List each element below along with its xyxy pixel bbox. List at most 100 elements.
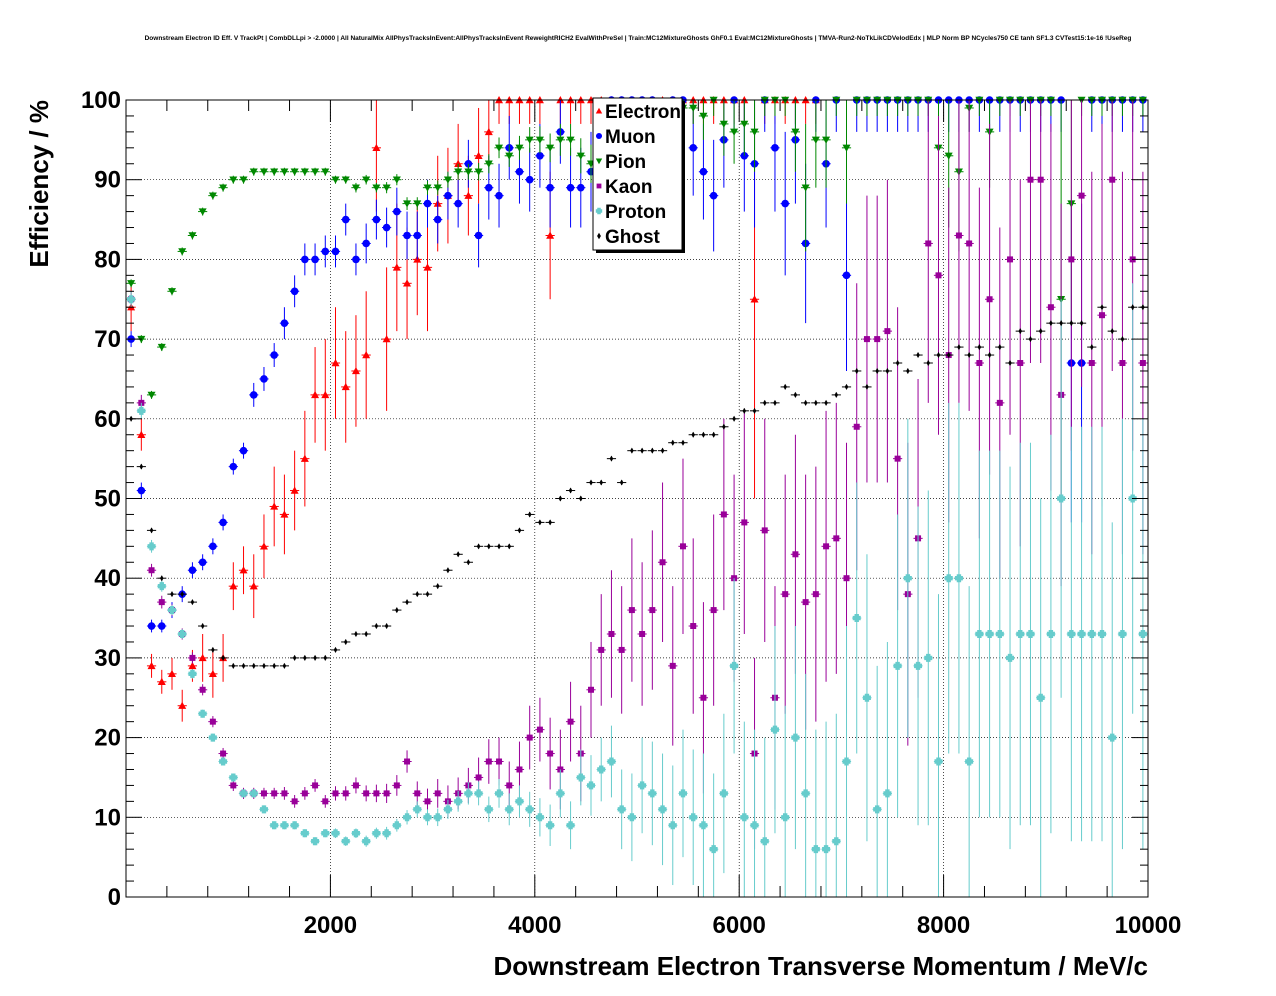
data-point xyxy=(341,837,350,846)
data-point xyxy=(750,128,759,136)
data-point xyxy=(781,813,790,822)
data-point xyxy=(383,790,390,797)
data-point xyxy=(282,662,287,669)
data-point xyxy=(699,112,708,120)
data-point xyxy=(854,367,859,374)
data-point xyxy=(414,790,421,797)
data-point xyxy=(393,207,401,216)
data-point xyxy=(231,662,236,669)
data-point xyxy=(260,375,268,383)
data-point xyxy=(617,805,626,814)
data-point xyxy=(1017,360,1024,367)
data-point xyxy=(873,805,882,814)
data-point xyxy=(249,168,258,176)
data-point xyxy=(300,168,309,176)
data-point xyxy=(180,591,185,598)
data-point xyxy=(1037,176,1044,183)
data-point xyxy=(944,574,953,583)
data-point xyxy=(219,184,228,192)
data-point xyxy=(1089,344,1094,351)
data-point xyxy=(526,734,533,741)
data-point xyxy=(443,805,452,814)
data-point xyxy=(863,336,870,343)
data-point xyxy=(709,191,718,200)
data-point xyxy=(351,366,360,375)
data-point xyxy=(711,431,716,438)
data-point xyxy=(251,662,256,669)
x-axis-label: Downstream Electron Transverse Momentum … xyxy=(493,951,1148,981)
data-point xyxy=(844,383,849,390)
data-point xyxy=(1130,304,1135,311)
data-point xyxy=(1078,192,1085,199)
data-point xyxy=(619,479,624,486)
data-point xyxy=(403,231,411,240)
data-point xyxy=(434,790,441,797)
data-point xyxy=(312,782,319,789)
data-point xyxy=(395,607,399,614)
data-point xyxy=(229,462,238,471)
data-point xyxy=(762,399,767,406)
data-point xyxy=(220,750,227,757)
data-point xyxy=(1119,360,1126,367)
data-point xyxy=(1108,733,1117,742)
data-point xyxy=(188,669,197,678)
data-point xyxy=(487,543,491,550)
series-ghost xyxy=(126,304,1148,669)
data-point xyxy=(1026,629,1035,638)
y-tick-label: 80 xyxy=(94,246,121,273)
data-point xyxy=(576,183,585,192)
data-point xyxy=(862,693,871,702)
data-point xyxy=(1057,494,1066,503)
data-point xyxy=(178,701,187,709)
data-point xyxy=(793,391,798,398)
data-point xyxy=(658,805,667,814)
data-point xyxy=(926,360,931,367)
data-point xyxy=(700,694,707,701)
data-point xyxy=(456,551,460,558)
data-point xyxy=(497,543,501,550)
data-point xyxy=(965,757,974,766)
data-point xyxy=(230,782,237,789)
data-point xyxy=(147,542,156,551)
data-point xyxy=(147,661,156,670)
data-point xyxy=(188,232,197,240)
data-point xyxy=(791,733,800,742)
data-point xyxy=(333,646,338,653)
data-point xyxy=(957,344,961,351)
data-point xyxy=(341,382,350,391)
data-point xyxy=(454,797,463,806)
data-point xyxy=(752,407,757,414)
data-point xyxy=(249,582,258,590)
data-point xyxy=(384,623,389,630)
data-point xyxy=(525,805,534,814)
data-point xyxy=(760,837,769,846)
data-point xyxy=(362,176,371,184)
data-point xyxy=(1067,629,1076,638)
data-point xyxy=(987,352,992,359)
data-point xyxy=(403,813,412,822)
data-point xyxy=(1088,360,1095,367)
data-point xyxy=(178,629,187,638)
data-point xyxy=(875,367,879,374)
data-point xyxy=(883,789,892,798)
data-point xyxy=(1079,320,1084,327)
data-point xyxy=(608,630,615,637)
data-point xyxy=(364,630,368,637)
data-point xyxy=(801,184,810,192)
data-point xyxy=(209,542,217,551)
data-point xyxy=(750,821,759,830)
data-point xyxy=(822,845,831,854)
y-tick-label: 50 xyxy=(94,486,121,513)
y-tick-label: 0 xyxy=(108,884,121,911)
data-point xyxy=(576,152,585,160)
data-point xyxy=(852,614,861,623)
data-point xyxy=(446,567,450,574)
data-point xyxy=(515,144,524,152)
data-point xyxy=(515,797,524,806)
data-point xyxy=(803,399,808,406)
data-point xyxy=(485,758,492,765)
data-point xyxy=(167,606,176,615)
data-point xyxy=(670,439,675,446)
data-point xyxy=(331,247,340,256)
